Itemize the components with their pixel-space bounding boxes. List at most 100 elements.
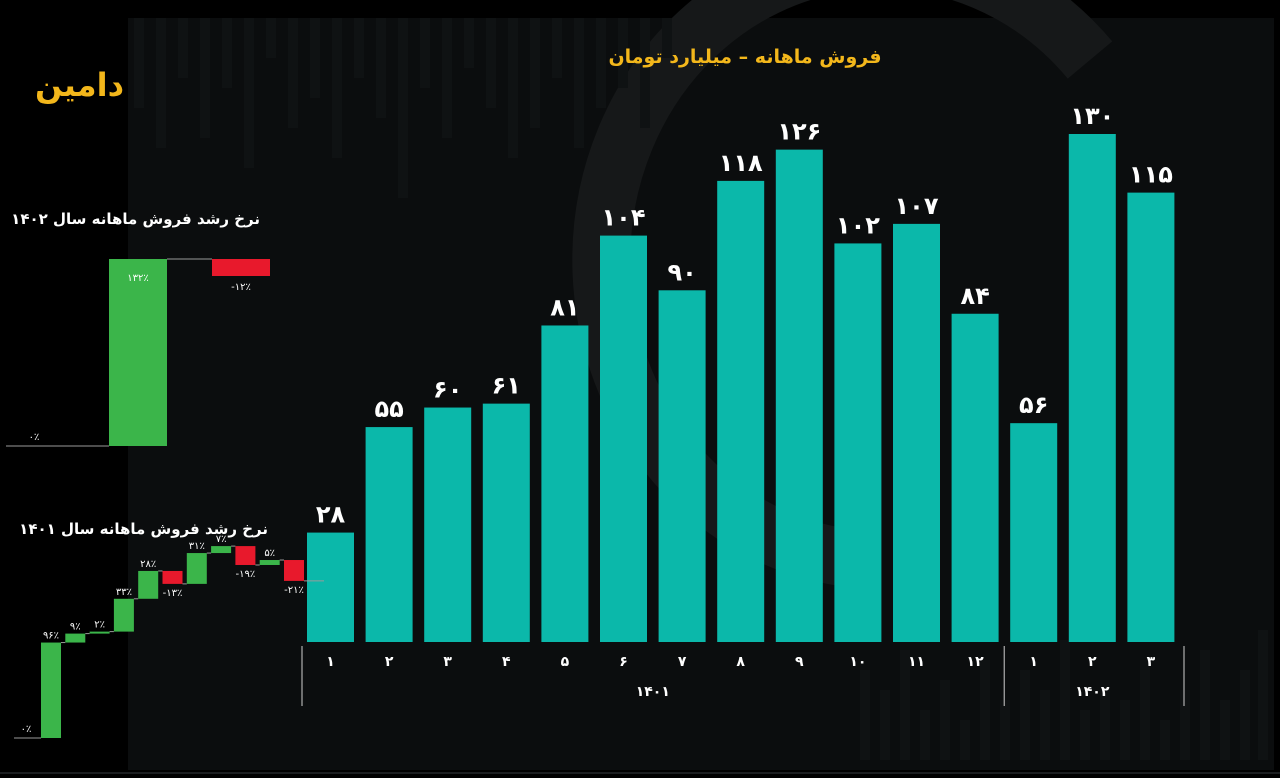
waterfall-bar xyxy=(138,570,159,599)
x-tick-label: ۱۲ xyxy=(967,654,985,670)
bar xyxy=(307,532,354,642)
waterfall-bar xyxy=(211,546,232,554)
bar-value-label: ۸۱ xyxy=(550,293,579,321)
waterfall-value-label: ۳۱٪ xyxy=(189,541,205,552)
deco-column xyxy=(178,18,188,78)
deco-column xyxy=(980,660,990,760)
waterfall-bar xyxy=(284,560,304,581)
x-tick-label: ۱۰ xyxy=(849,654,866,670)
bar xyxy=(365,427,413,642)
x-tick-label: ۷ xyxy=(678,654,687,670)
deco-column xyxy=(596,18,606,108)
deco-column xyxy=(134,18,144,108)
deco-column xyxy=(376,18,386,118)
deco-column xyxy=(442,18,452,138)
deco-column xyxy=(486,18,496,108)
brand-logo: دامین xyxy=(34,66,124,104)
deco-column xyxy=(880,690,890,760)
bar-value-label: ۱۱۸ xyxy=(719,149,763,177)
waterfall-bar xyxy=(113,598,134,632)
growth-1402-title: نرخ رشد فروش ماهانه سال ۱۴۰۲ xyxy=(11,210,260,228)
x-group-label: ۱۴۰۲ xyxy=(1075,684,1110,700)
deco-column xyxy=(1180,690,1190,760)
waterfall-bar xyxy=(186,553,207,584)
deco-column xyxy=(900,650,910,760)
waterfall-bar xyxy=(109,259,167,446)
waterfall-value-label: ۲٪ xyxy=(94,620,105,631)
bar xyxy=(424,407,472,642)
bar-value-label: ۱۳۰ xyxy=(1070,102,1114,130)
bar-value-label: ۱۰۲ xyxy=(836,211,880,239)
deco-column xyxy=(552,18,562,78)
x-tick-label: ۹ xyxy=(795,654,804,670)
waterfall-value-label: -۱۳٪ xyxy=(163,588,183,599)
deco-column xyxy=(960,720,970,760)
bar-value-label: ۹۰ xyxy=(667,258,696,286)
waterfall-value-label: ۳۳٪ xyxy=(116,587,132,598)
deco-column xyxy=(574,18,584,148)
waterfall-bar xyxy=(235,546,256,565)
deco-column xyxy=(398,18,408,198)
bar-value-label: ۱۰۷ xyxy=(895,192,939,220)
deco-column xyxy=(420,18,430,88)
deco-column xyxy=(1100,680,1110,760)
waterfall-start-label: ۰٪ xyxy=(21,724,32,735)
main-chart-title: فروش ماهانه – میلیارد تومان xyxy=(608,46,882,68)
bar-value-label: ۵۵ xyxy=(374,395,403,423)
bar-value-label: ۲۸ xyxy=(316,501,346,529)
waterfall-value-label: -۲۱٪ xyxy=(284,585,304,596)
deco-column xyxy=(1140,660,1150,760)
deco-column xyxy=(508,18,518,158)
bar xyxy=(1127,192,1175,642)
x-group-label: ۱۴۰۱ xyxy=(636,684,670,700)
deco-column xyxy=(288,18,298,128)
waterfall-bar xyxy=(41,642,61,738)
bar xyxy=(482,403,530,642)
deco-column xyxy=(1040,690,1050,760)
x-tick-label: ۲ xyxy=(385,654,394,670)
deco-column xyxy=(860,670,870,760)
bar xyxy=(893,223,940,642)
deco-column xyxy=(464,18,474,68)
waterfall-bar xyxy=(212,259,270,276)
x-tick-label: ۴ xyxy=(502,654,511,670)
bar-value-label: ۱۰۴ xyxy=(602,204,646,232)
deco-column xyxy=(310,18,320,98)
growth-1401-title: نرخ رشد فروش ماهانه سال ۱۴۰۱ xyxy=(19,520,268,538)
x-tick-label: ۵ xyxy=(561,654,570,670)
bar xyxy=(658,290,706,642)
deco-column xyxy=(920,710,930,760)
waterfall-value-label: ۹۶٪ xyxy=(43,631,59,642)
deco-column xyxy=(332,18,342,158)
x-tick-label: ۳ xyxy=(443,654,452,670)
deco-column xyxy=(1000,700,1010,760)
bar xyxy=(717,180,765,642)
deco-column xyxy=(662,18,672,58)
deco-column xyxy=(266,18,276,58)
waterfall-value-label: -۱۲٪ xyxy=(231,282,251,293)
bar xyxy=(1068,134,1116,642)
bar xyxy=(541,325,589,642)
deco-column xyxy=(200,18,210,138)
deco-column xyxy=(618,18,628,88)
deco-column xyxy=(1080,710,1090,760)
deco-column xyxy=(1240,670,1250,760)
bar-value-label: ۶۱ xyxy=(492,372,521,400)
bar xyxy=(775,149,823,642)
watermark-arc xyxy=(572,0,1113,589)
bottom-divider xyxy=(0,772,1280,774)
waterfall-value-label: ۲۸٪ xyxy=(140,559,156,570)
x-tick-label: ۱ xyxy=(326,654,335,670)
deco-column xyxy=(1020,670,1030,760)
bar-value-label: ۱۱۵ xyxy=(1129,161,1173,189)
bar-value-label: ۱۲۶ xyxy=(777,118,821,146)
x-tick-label: ۸ xyxy=(736,654,745,670)
waterfall-value-label: ۵٪ xyxy=(264,548,275,559)
deco-column xyxy=(156,18,166,148)
bar xyxy=(951,313,999,642)
